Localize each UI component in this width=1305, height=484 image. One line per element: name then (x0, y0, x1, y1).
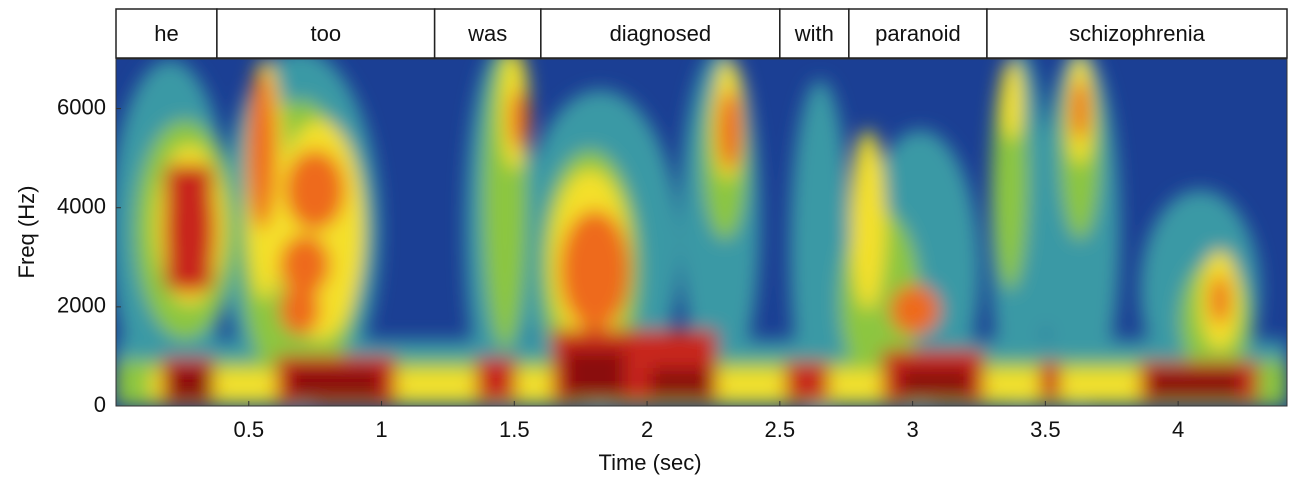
word-label: was (467, 21, 507, 46)
x-tick-label: 3.5 (1030, 417, 1061, 442)
x-axis-label: Time (sec) (598, 450, 701, 475)
word-label: too (310, 21, 341, 46)
x-tick-label: 1.5 (499, 417, 530, 442)
x-tick-label: 1 (375, 417, 387, 442)
spectrogram-image (116, 59, 1287, 406)
x-tick-label: 2.5 (765, 417, 796, 442)
word-segment (216, 8, 436, 59)
word-segment (986, 8, 1288, 59)
word-label: diagnosed (610, 21, 712, 46)
x-tick-label: 3 (906, 417, 918, 442)
y-tick-label: 2000 (57, 293, 106, 318)
word-segment (115, 8, 218, 59)
y-axis-label: Freq (Hz) (14, 186, 39, 279)
y-tick-label: 4000 (57, 194, 106, 219)
x-tick-label: 2 (641, 417, 653, 442)
word-label: schizophrenia (1069, 21, 1206, 46)
plot-frame (115, 58, 1288, 407)
y-tick-label: 0 (94, 392, 106, 417)
word-segment (433, 8, 542, 59)
y-tick-label: 6000 (57, 94, 106, 119)
word-segment (848, 8, 988, 59)
x-tick-label: 4 (1172, 417, 1184, 442)
word-label: he (154, 21, 178, 46)
word-label: paranoid (875, 21, 961, 46)
word-segment (540, 8, 781, 59)
word-label: with (794, 21, 834, 46)
x-tick-label: 0.5 (233, 417, 264, 442)
